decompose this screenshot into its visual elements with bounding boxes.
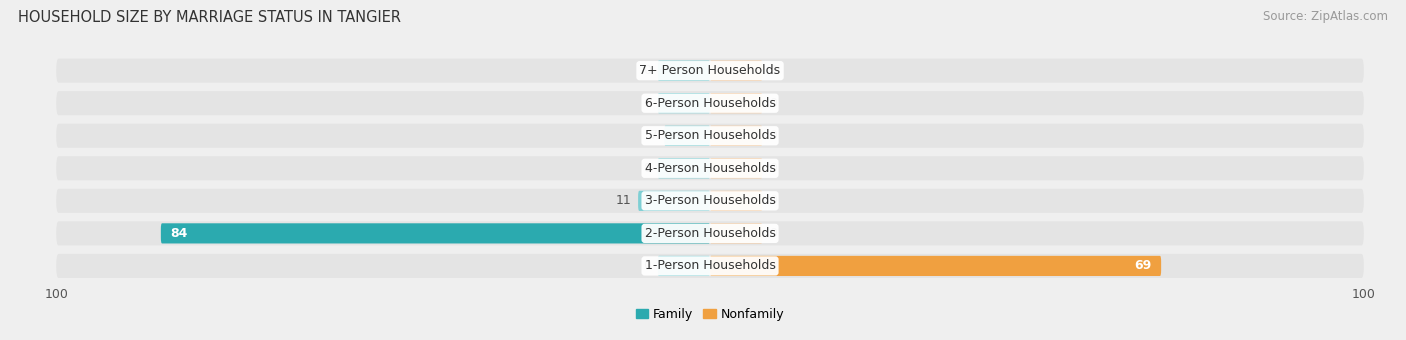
Text: 0: 0	[769, 227, 778, 240]
Text: 8: 8	[643, 162, 651, 175]
Text: HOUSEHOLD SIZE BY MARRIAGE STATUS IN TANGIER: HOUSEHOLD SIZE BY MARRIAGE STATUS IN TAN…	[18, 10, 401, 25]
FancyBboxPatch shape	[710, 126, 762, 146]
Text: 69: 69	[1135, 259, 1152, 272]
FancyBboxPatch shape	[658, 158, 710, 178]
FancyBboxPatch shape	[56, 58, 1364, 83]
FancyBboxPatch shape	[56, 156, 1364, 180]
Text: 6-Person Households: 6-Person Households	[644, 97, 776, 110]
Text: 11: 11	[616, 194, 631, 207]
FancyBboxPatch shape	[56, 91, 1364, 115]
Text: 7+ Person Households: 7+ Person Households	[640, 64, 780, 77]
FancyBboxPatch shape	[710, 191, 762, 211]
Text: Source: ZipAtlas.com: Source: ZipAtlas.com	[1263, 10, 1388, 23]
Text: 3-Person Households: 3-Person Households	[644, 194, 776, 207]
Text: 0: 0	[769, 97, 778, 110]
FancyBboxPatch shape	[710, 61, 762, 81]
FancyBboxPatch shape	[56, 189, 1364, 213]
FancyBboxPatch shape	[710, 256, 1161, 276]
Text: 7: 7	[650, 129, 658, 142]
Text: 0: 0	[643, 97, 651, 110]
Text: 0: 0	[643, 259, 651, 272]
Text: 0: 0	[643, 64, 651, 77]
FancyBboxPatch shape	[710, 93, 762, 113]
FancyBboxPatch shape	[710, 223, 762, 243]
FancyBboxPatch shape	[638, 191, 710, 211]
Text: 2-Person Households: 2-Person Households	[644, 227, 776, 240]
Text: 0: 0	[769, 162, 778, 175]
Text: 0: 0	[769, 194, 778, 207]
FancyBboxPatch shape	[664, 126, 710, 146]
FancyBboxPatch shape	[658, 93, 710, 113]
FancyBboxPatch shape	[658, 61, 710, 81]
Text: 4-Person Households: 4-Person Households	[644, 162, 776, 175]
FancyBboxPatch shape	[658, 256, 710, 276]
Text: 5-Person Households: 5-Person Households	[644, 129, 776, 142]
Text: 0: 0	[769, 129, 778, 142]
FancyBboxPatch shape	[710, 158, 762, 178]
FancyBboxPatch shape	[160, 223, 710, 243]
FancyBboxPatch shape	[56, 221, 1364, 245]
Text: 1-Person Households: 1-Person Households	[644, 259, 776, 272]
Text: 84: 84	[170, 227, 188, 240]
Text: 0: 0	[769, 64, 778, 77]
FancyBboxPatch shape	[56, 124, 1364, 148]
Legend: Family, Nonfamily: Family, Nonfamily	[631, 303, 789, 326]
FancyBboxPatch shape	[56, 254, 1364, 278]
